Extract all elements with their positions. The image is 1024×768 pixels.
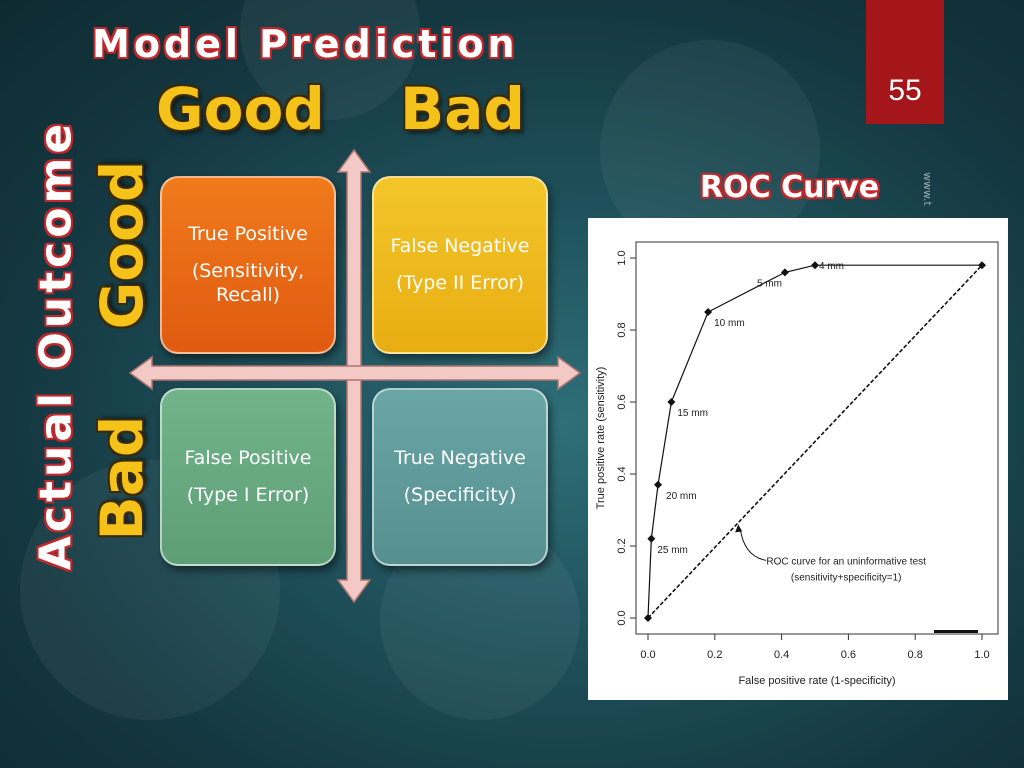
x-tick-label: 0.6 <box>841 649 856 661</box>
point-label: 5 mm <box>757 278 782 289</box>
y-tick-label: 0.2 <box>616 538 628 553</box>
quadrant-true-positive: True Positive (Sensitivity, Recall) <box>160 176 336 354</box>
y-tick-label: 0.0 <box>616 610 628 625</box>
y-axis-label: True positive rate (sensitivity) <box>595 367 607 510</box>
y-tick-label: 1.0 <box>616 250 628 265</box>
x-tick-label: 0.4 <box>774 649 789 661</box>
quadrant-subtitle: (Specificity) <box>404 483 517 508</box>
annotation-text: (sensitivity+specificity=1) <box>791 572 902 583</box>
x-tick-label: 0.2 <box>707 649 722 661</box>
roc-point <box>811 261 819 269</box>
roc-point <box>667 398 675 406</box>
quadrant-false-positive: False Positive (Type I Error) <box>160 388 336 566</box>
quadrant-subtitle: (Type II Error) <box>396 271 524 296</box>
point-label: 4 mm <box>819 261 844 272</box>
quadrant-title: True Negative <box>394 446 526 471</box>
x-tick-label: 1.0 <box>974 649 989 661</box>
x-tick-label: 0.8 <box>908 649 923 661</box>
corner-mark <box>934 630 978 633</box>
point-label: 25 mm <box>657 545 688 556</box>
y-tick-label: 0.4 <box>616 466 628 481</box>
roc-point <box>647 535 655 543</box>
quadrant-true-negative: True Negative (Specificity) <box>372 388 548 566</box>
roc-point <box>781 268 789 276</box>
annotation-text: ROC curve for an uninformative test <box>766 556 926 567</box>
roc-point <box>704 308 712 316</box>
point-label: 10 mm <box>714 318 745 329</box>
quadrant-false-negative: False Negative (Type II Error) <box>372 176 548 354</box>
roc-chart: 0.0 0.2 0.4 0.6 0.8 1.0 0.0 0.2 0.4 0.6 0.8 1.0 Fals… <box>588 218 1008 700</box>
quadrant-subtitle: (Type I Error) <box>187 483 309 508</box>
x-tick-label: 0.0 <box>640 649 655 661</box>
y-tick-label: 0.6 <box>616 394 628 409</box>
roc-point <box>654 481 662 489</box>
quadrant-title: False Positive <box>185 446 312 471</box>
roc-curve-title: ROC Curve <box>700 170 879 205</box>
quadrant-title: False Negative <box>390 234 529 259</box>
roc-chart-panel: 0.0 0.2 0.4 0.6 0.8 1.0 0.0 0.2 0.4 0.6 0.8 1.0 Fals… <box>588 218 1008 700</box>
quadrant-title: True Positive <box>188 222 308 247</box>
point-label: 20 mm <box>666 491 697 502</box>
annotation-pointer <box>740 528 766 560</box>
quadrant-subtitle: (Sensitivity, Recall) <box>162 259 334 308</box>
point-label: 15 mm <box>677 408 708 419</box>
y-tick-label: 0.8 <box>616 322 628 337</box>
x-axis-label: False positive rate (1-specificity) <box>738 675 895 687</box>
